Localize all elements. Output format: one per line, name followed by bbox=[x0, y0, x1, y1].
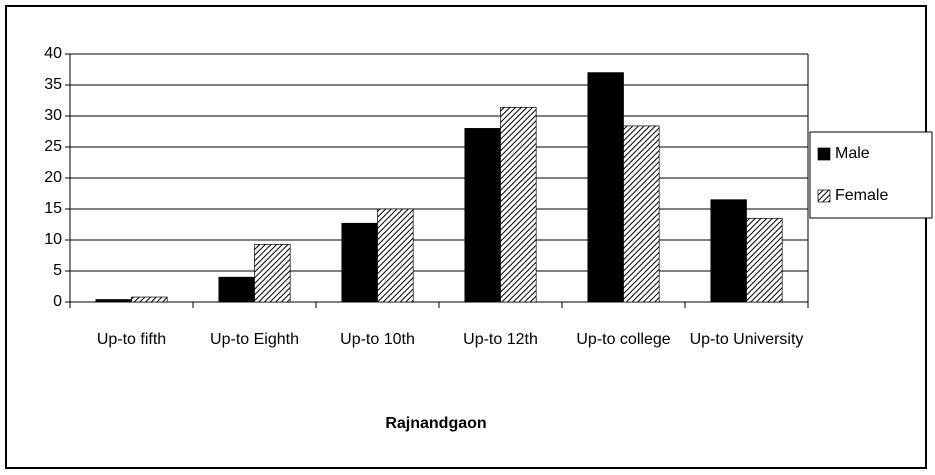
bar bbox=[587, 72, 624, 303]
bar bbox=[500, 106, 537, 303]
legend-label: Male bbox=[835, 145, 870, 162]
y-tick-label: 35 bbox=[44, 76, 62, 93]
x-tick-label: Up-to college bbox=[576, 331, 670, 348]
y-tick-label: 10 bbox=[44, 231, 62, 248]
bar bbox=[95, 299, 132, 303]
bar bbox=[377, 208, 414, 303]
chart-border bbox=[5, 5, 927, 469]
bar bbox=[623, 125, 660, 303]
bar bbox=[131, 296, 168, 303]
y-tick-label: 0 bbox=[53, 293, 62, 310]
y-tick-label: 5 bbox=[53, 262, 62, 279]
x-axis-title: Rajnandgaon bbox=[385, 415, 486, 432]
bar bbox=[254, 243, 291, 303]
y-tick-label: 30 bbox=[44, 107, 62, 124]
x-tick-label: Up-to University bbox=[690, 331, 804, 348]
bar bbox=[746, 217, 783, 303]
y-tick-label: 15 bbox=[44, 200, 62, 217]
legend-swatch bbox=[817, 189, 831, 203]
x-tick-label: Up-to Eighth bbox=[210, 331, 299, 348]
y-tick-label: 40 bbox=[44, 45, 62, 62]
legend-box bbox=[809, 131, 933, 219]
bar bbox=[710, 199, 747, 303]
legend-label: Female bbox=[835, 187, 888, 204]
y-tick-label: 25 bbox=[44, 138, 62, 155]
x-tick-label: Up-to 10th bbox=[340, 331, 415, 348]
bar bbox=[218, 276, 255, 303]
x-tick-label: Up-to fifth bbox=[97, 331, 166, 348]
x-tick-label: Up-to 12th bbox=[463, 331, 538, 348]
bar bbox=[464, 128, 501, 303]
bar bbox=[341, 222, 378, 303]
y-tick-label: 20 bbox=[44, 169, 62, 186]
legend-swatch bbox=[817, 147, 831, 161]
